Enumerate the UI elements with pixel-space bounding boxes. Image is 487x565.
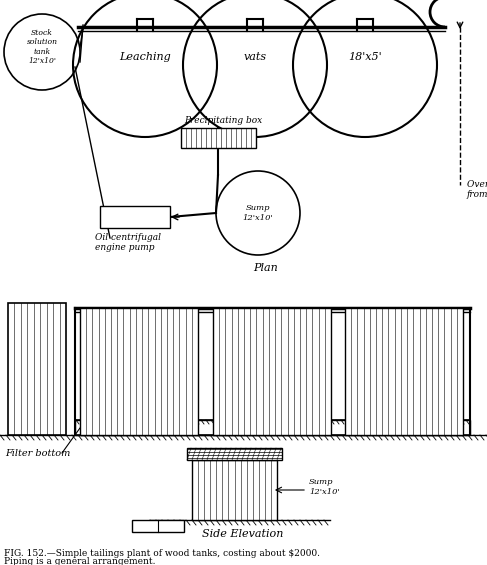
Bar — [187, 448, 282, 460]
Text: Plan: Plan — [254, 263, 279, 273]
Bar — [80, 308, 198, 435]
Text: Precipitating box: Precipitating box — [184, 116, 262, 125]
Bar — [75, 420, 470, 435]
Text: 18'x5': 18'x5' — [348, 52, 382, 62]
Bar — [345, 308, 463, 435]
Text: Overhead track
from dump: Overhead track from dump — [467, 180, 487, 199]
Bar — [8, 303, 66, 435]
Bar — [132, 520, 184, 532]
Bar — [213, 308, 331, 435]
Bar — [100, 206, 170, 228]
Text: Sump
12'x10': Sump 12'x10' — [243, 205, 273, 221]
Text: vats: vats — [244, 52, 266, 62]
Text: Filter bottom: Filter bottom — [5, 449, 71, 458]
Bar — [192, 460, 277, 520]
Text: Oil centrifugal
engine pump: Oil centrifugal engine pump — [95, 233, 161, 253]
Text: Stock
solution
tank
12'x10': Stock solution tank 12'x10' — [26, 29, 57, 65]
Text: Sump
12'x10': Sump 12'x10' — [309, 479, 340, 496]
Bar — [181, 128, 256, 148]
Text: Leaching: Leaching — [119, 52, 171, 62]
Text: FIG. 152.—Simple tailings plant of wood tanks, costing about $2000.: FIG. 152.—Simple tailings plant of wood … — [4, 549, 320, 558]
Text: Piping is a general arrangement.: Piping is a general arrangement. — [4, 557, 155, 565]
Text: Side Elevation: Side Elevation — [202, 529, 284, 539]
